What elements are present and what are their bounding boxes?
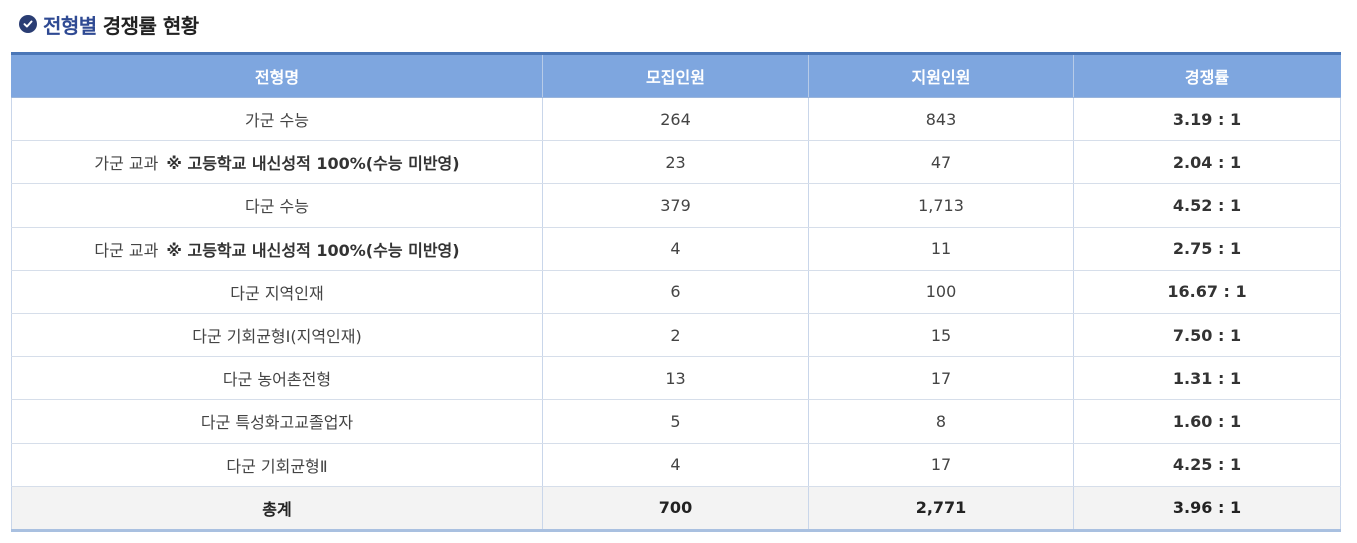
track-note: ※ 고등학교 내신성적 100%(수능 미반영): [166, 240, 460, 260]
track-name-cell: 다군 기회균형Ⅱ: [11, 443, 543, 487]
applicant-count-cell: 8: [808, 399, 1074, 444]
check-circle-icon: [19, 15, 37, 33]
track-name: 다군 지역인재: [230, 283, 324, 303]
applicant-count-cell: 100: [808, 270, 1074, 314]
competition-rate-cell: 1.31 : 1: [1073, 356, 1341, 401]
section-title-accent: 전형별: [43, 13, 97, 38]
recruit-count-cell: 23: [542, 140, 809, 185]
total-rate: 3.96 : 1: [1073, 486, 1341, 531]
competition-rate-cell: 7.50 : 1: [1073, 313, 1341, 358]
recruit-count-cell: 264: [542, 97, 809, 142]
track-name-cell: 다군 특성화고교졸업자: [11, 399, 543, 444]
header-applicant-count: 지원인원: [808, 53, 1074, 98]
track-name: 다군 수능: [245, 197, 309, 217]
competition-rate-table: 전형명 모집인원 지원인원 경쟁률 가군 수능 264 843 3.19 : 1 가군 …: [11, 52, 1341, 532]
table-row: 다군 기회균형Ⅱ 4 17 4.25 : 1: [11, 443, 1341, 487]
total-recruit: 700: [542, 486, 809, 531]
track-name: 가군 수능: [245, 111, 309, 131]
applicant-count-cell: 17: [808, 356, 1074, 401]
track-name: 다군 농어촌전형: [222, 370, 332, 390]
competition-rate-cell: 2.75 : 1: [1073, 227, 1341, 271]
recruit-count-cell: 379: [542, 183, 809, 228]
track-name-cell: 다군 기회균형Ⅰ(지역인재): [11, 313, 543, 358]
track-name-cell: 다군 농어촌전형: [11, 356, 543, 401]
table-row: 다군 교과 ※ 고등학교 내신성적 100%(수능 미반영) 4 11 2.75 : 1: [11, 227, 1341, 271]
applicant-count-cell: 1,713: [808, 183, 1074, 228]
applicant-count-cell: 17: [808, 443, 1074, 487]
track-name-cell: 다군 지역인재: [11, 270, 543, 314]
total-row: 총계 700 2,771 3.96 : 1: [11, 486, 1341, 531]
table-row: 다군 기회균형Ⅰ(지역인재) 2 15 7.50 : 1: [11, 313, 1341, 358]
competition-rate-cell: 1.60 : 1: [1073, 399, 1341, 444]
section-heading: 전형별 경쟁률 현황: [19, 8, 199, 40]
table-row: 다군 농어촌전형 13 17 1.31 : 1: [11, 356, 1341, 401]
table-row: 가군 교과 ※ 고등학교 내신성적 100%(수능 미반영) 23 47 2.04 : …: [11, 140, 1341, 185]
track-name: 다군 특성화고교졸업자: [200, 413, 354, 433]
table-row: 다군 수능 379 1,713 4.52 : 1: [11, 183, 1341, 228]
recruit-count-cell: 13: [542, 356, 809, 401]
recruit-count-cell: 5: [542, 399, 809, 444]
recruit-count-cell: 4: [542, 227, 809, 271]
total-applicants: 2,771: [808, 486, 1074, 531]
competition-rate-cell: 4.25 : 1: [1073, 443, 1341, 487]
total-label: 총계: [11, 486, 543, 531]
recruit-count-cell: 6: [542, 270, 809, 314]
track-name: 다군 교과: [94, 240, 159, 260]
track-note: ※ 고등학교 내신성적 100%(수능 미반영): [166, 154, 460, 174]
recruit-count-cell: 4: [542, 443, 809, 487]
header-recruit-count: 모집인원: [542, 53, 809, 98]
track-name-cell: 다군 교과 ※ 고등학교 내신성적 100%(수능 미반영): [11, 227, 543, 271]
section-title: 경쟁률 현황: [102, 13, 199, 38]
table-row: 다군 지역인재 6 100 16.67 : 1: [11, 270, 1341, 314]
competition-rate-cell: 16.67 : 1: [1073, 270, 1341, 314]
applicant-count-cell: 47: [808, 140, 1074, 185]
table-header-row: 전형명 모집인원 지원인원 경쟁률: [11, 53, 1341, 98]
header-track-name: 전형명: [11, 53, 543, 98]
applicant-count-cell: 15: [808, 313, 1074, 358]
table-row: 다군 특성화고교졸업자 5 8 1.60 : 1: [11, 399, 1341, 444]
applicant-count-cell: 11: [808, 227, 1074, 271]
applicant-count-cell: 843: [808, 97, 1074, 142]
track-name-cell: 가군 교과 ※ 고등학교 내신성적 100%(수능 미반영): [11, 140, 543, 185]
table-row: 가군 수능 264 843 3.19 : 1: [11, 97, 1341, 142]
competition-rate-cell: 3.19 : 1: [1073, 97, 1341, 142]
track-name-cell: 다군 수능: [11, 183, 543, 228]
competition-rate-cell: 4.52 : 1: [1073, 183, 1341, 228]
recruit-count-cell: 2: [542, 313, 809, 358]
track-name-cell: 가군 수능: [11, 97, 543, 142]
track-name: 다군 기회균형Ⅰ(지역인재): [192, 327, 362, 347]
header-competition-rate: 경쟁률: [1073, 53, 1341, 98]
track-name: 가군 교과: [94, 154, 159, 174]
competition-rate-cell: 2.04 : 1: [1073, 140, 1341, 185]
track-name: 다군 기회균형Ⅱ: [226, 456, 328, 476]
